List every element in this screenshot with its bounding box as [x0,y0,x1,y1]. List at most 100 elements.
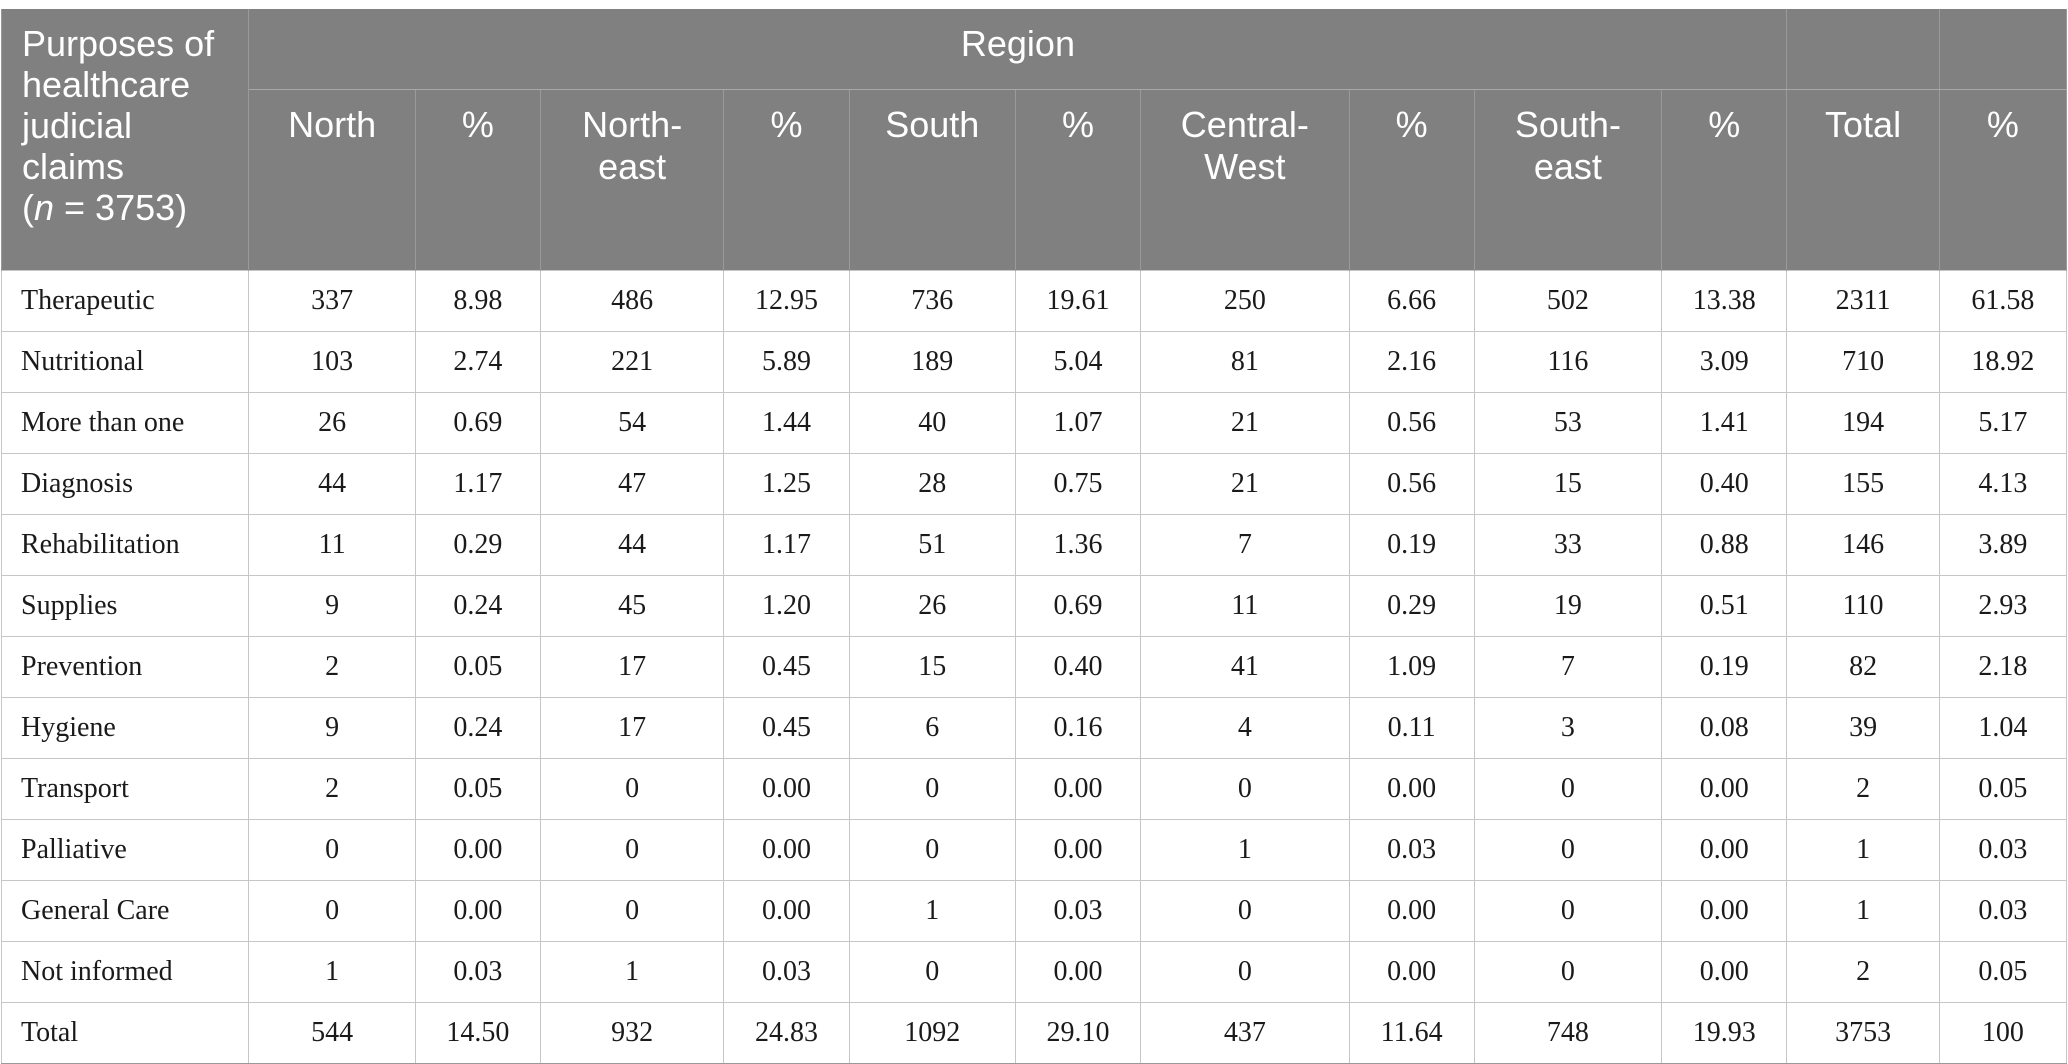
count-cell: 82 [1786,636,1940,698]
count-cell: 45 [539,575,725,637]
purposes-header-text: Purposes of healthcare judicial claims [22,23,215,187]
count-cell: 15 [848,636,1016,698]
percent-cell: 2.16 [1348,331,1475,393]
region-header: Region [248,9,1788,90]
percent-cell: 0.05 [1938,941,2068,1003]
count-cell: 41 [1140,636,1350,698]
count-cell: 1 [1140,819,1350,881]
percent-cell: 0.03 [1938,880,2068,942]
col-header-south-pct: % [1014,89,1142,271]
percent-cell: 12.95 [723,270,850,332]
percent-cell: 1.25 [723,453,850,515]
col-header-north: North [248,89,416,271]
percent-cell: 0.05 [414,758,542,820]
percent-cell: 0.05 [1938,758,2068,820]
count-cell: 44 [248,453,416,515]
count-cell: 26 [848,575,1016,637]
col-header-centralwest: Central- West [1140,89,1350,271]
count-cell: 110 [1786,575,1940,637]
count-cell: 19 [1473,575,1663,637]
percent-cell: 0.00 [1014,819,1142,881]
percent-cell: 1.36 [1014,514,1142,576]
percent-cell: 0.24 [414,697,542,759]
count-cell: 3 [1473,697,1663,759]
count-cell: 39 [1786,697,1940,759]
percent-cell: 0.00 [1348,880,1475,942]
row-label: Supplies [0,575,250,637]
n-count: = 3753) [54,187,188,228]
count-cell: 44 [539,514,725,576]
count-cell: 0 [1473,880,1663,942]
blank-header-cell [1786,9,1940,90]
count-cell: 0 [848,941,1016,1003]
count-cell: 486 [539,270,725,332]
percent-cell: 0.29 [1348,575,1475,637]
count-cell: 17 [539,636,725,698]
percent-cell: 0.56 [1348,392,1475,454]
table-row: Hygiene 9 0.24 17 0.45 6 0.16 4 0.11 3 0.08 39 1.04 [0,697,2068,759]
purposes-header: Purposes of healthcare judicial claims (n… [0,9,250,271]
count-cell: 11 [1140,575,1350,637]
percent-cell: 8.98 [414,270,542,332]
count-cell: 748 [1473,1002,1663,1064]
table-row: Palliative 0 0.00 0 0.00 0 0.00 1 0.03 0 0.00 1 0.03 [0,819,2068,881]
count-cell: 11 [248,514,416,576]
row-label: Total [0,1002,250,1064]
percent-cell: 0.08 [1661,697,1788,759]
row-label: Palliative [0,819,250,881]
table-row: Rehabilitation 11 0.29 44 1.17 51 1.36 7 0.19 33 0… [0,514,2068,576]
percent-cell: 5.89 [723,331,850,393]
count-cell: 53 [1473,392,1663,454]
percent-cell: 3.09 [1661,331,1788,393]
table-row: Prevention 2 0.05 17 0.45 15 0.40 41 1.09 7 0.19 82… [0,636,2068,698]
count-cell: 544 [248,1002,416,1064]
table-total-row: Total 544 14.50 932 24.83 1092 29.10 437 11.64 74… [0,1002,2068,1064]
count-cell: 1 [848,880,1016,942]
count-cell: 0 [848,819,1016,881]
col-header-southeast-pct: % [1661,89,1788,271]
percent-cell: 1.09 [1348,636,1475,698]
count-cell: 116 [1473,331,1663,393]
count-cell: 1 [1786,880,1940,942]
count-cell: 0 [248,819,416,881]
percent-cell: 0.00 [1348,941,1475,1003]
percent-cell: 1.17 [414,453,542,515]
row-label: General Care [0,880,250,942]
table-row: Supplies 9 0.24 45 1.20 26 0.69 11 0.29 19 0.51 110… [0,575,2068,637]
percent-cell: 100 [1938,1002,2068,1064]
count-cell: 0 [1140,758,1350,820]
count-cell: 0 [1473,941,1663,1003]
percent-cell: 0.19 [1661,636,1788,698]
percent-cell: 0.00 [1661,819,1788,881]
count-cell: 47 [539,453,725,515]
count-cell: 146 [1786,514,1940,576]
col-header-total-pct: % [1938,89,2068,271]
count-cell: 40 [848,392,1016,454]
table-row: Transport 2 0.05 0 0.00 0 0.00 0 0.00 0 0.00 2 0.05 [0,758,2068,820]
count-cell: 502 [1473,270,1663,332]
count-cell: 0 [848,758,1016,820]
percent-cell: 0.03 [1348,819,1475,881]
count-cell: 21 [1140,392,1350,454]
count-cell: 103 [248,331,416,393]
count-cell: 2311 [1786,270,1940,332]
percent-cell: 0.00 [723,819,850,881]
percent-cell: 0.51 [1661,575,1788,637]
count-cell: 15 [1473,453,1663,515]
percent-cell: 0.05 [414,636,542,698]
count-cell: 2 [248,758,416,820]
table-row: Diagnosis 44 1.17 47 1.25 28 0.75 21 0.56 15 0.40 1… [0,453,2068,515]
table-row: Not informed 1 0.03 1 0.03 0 0.00 0 0.00 0 0.00 2 0.… [0,941,2068,1003]
percent-cell: 0.69 [1014,575,1142,637]
percent-cell: 0.00 [723,758,850,820]
count-cell: 0 [1140,941,1350,1003]
percent-cell: 19.93 [1661,1002,1788,1064]
claims-by-region-table: Purposes of healthcare judicial claims (n… [0,9,2068,1064]
col-header-centralwest-pct: % [1348,89,1475,271]
row-label: Not informed [0,941,250,1003]
percent-cell: 0.03 [723,941,850,1003]
percent-cell: 0.29 [414,514,542,576]
percent-cell: 5.04 [1014,331,1142,393]
percent-cell: 0.03 [1938,819,2068,881]
percent-cell: 0.00 [1014,941,1142,1003]
